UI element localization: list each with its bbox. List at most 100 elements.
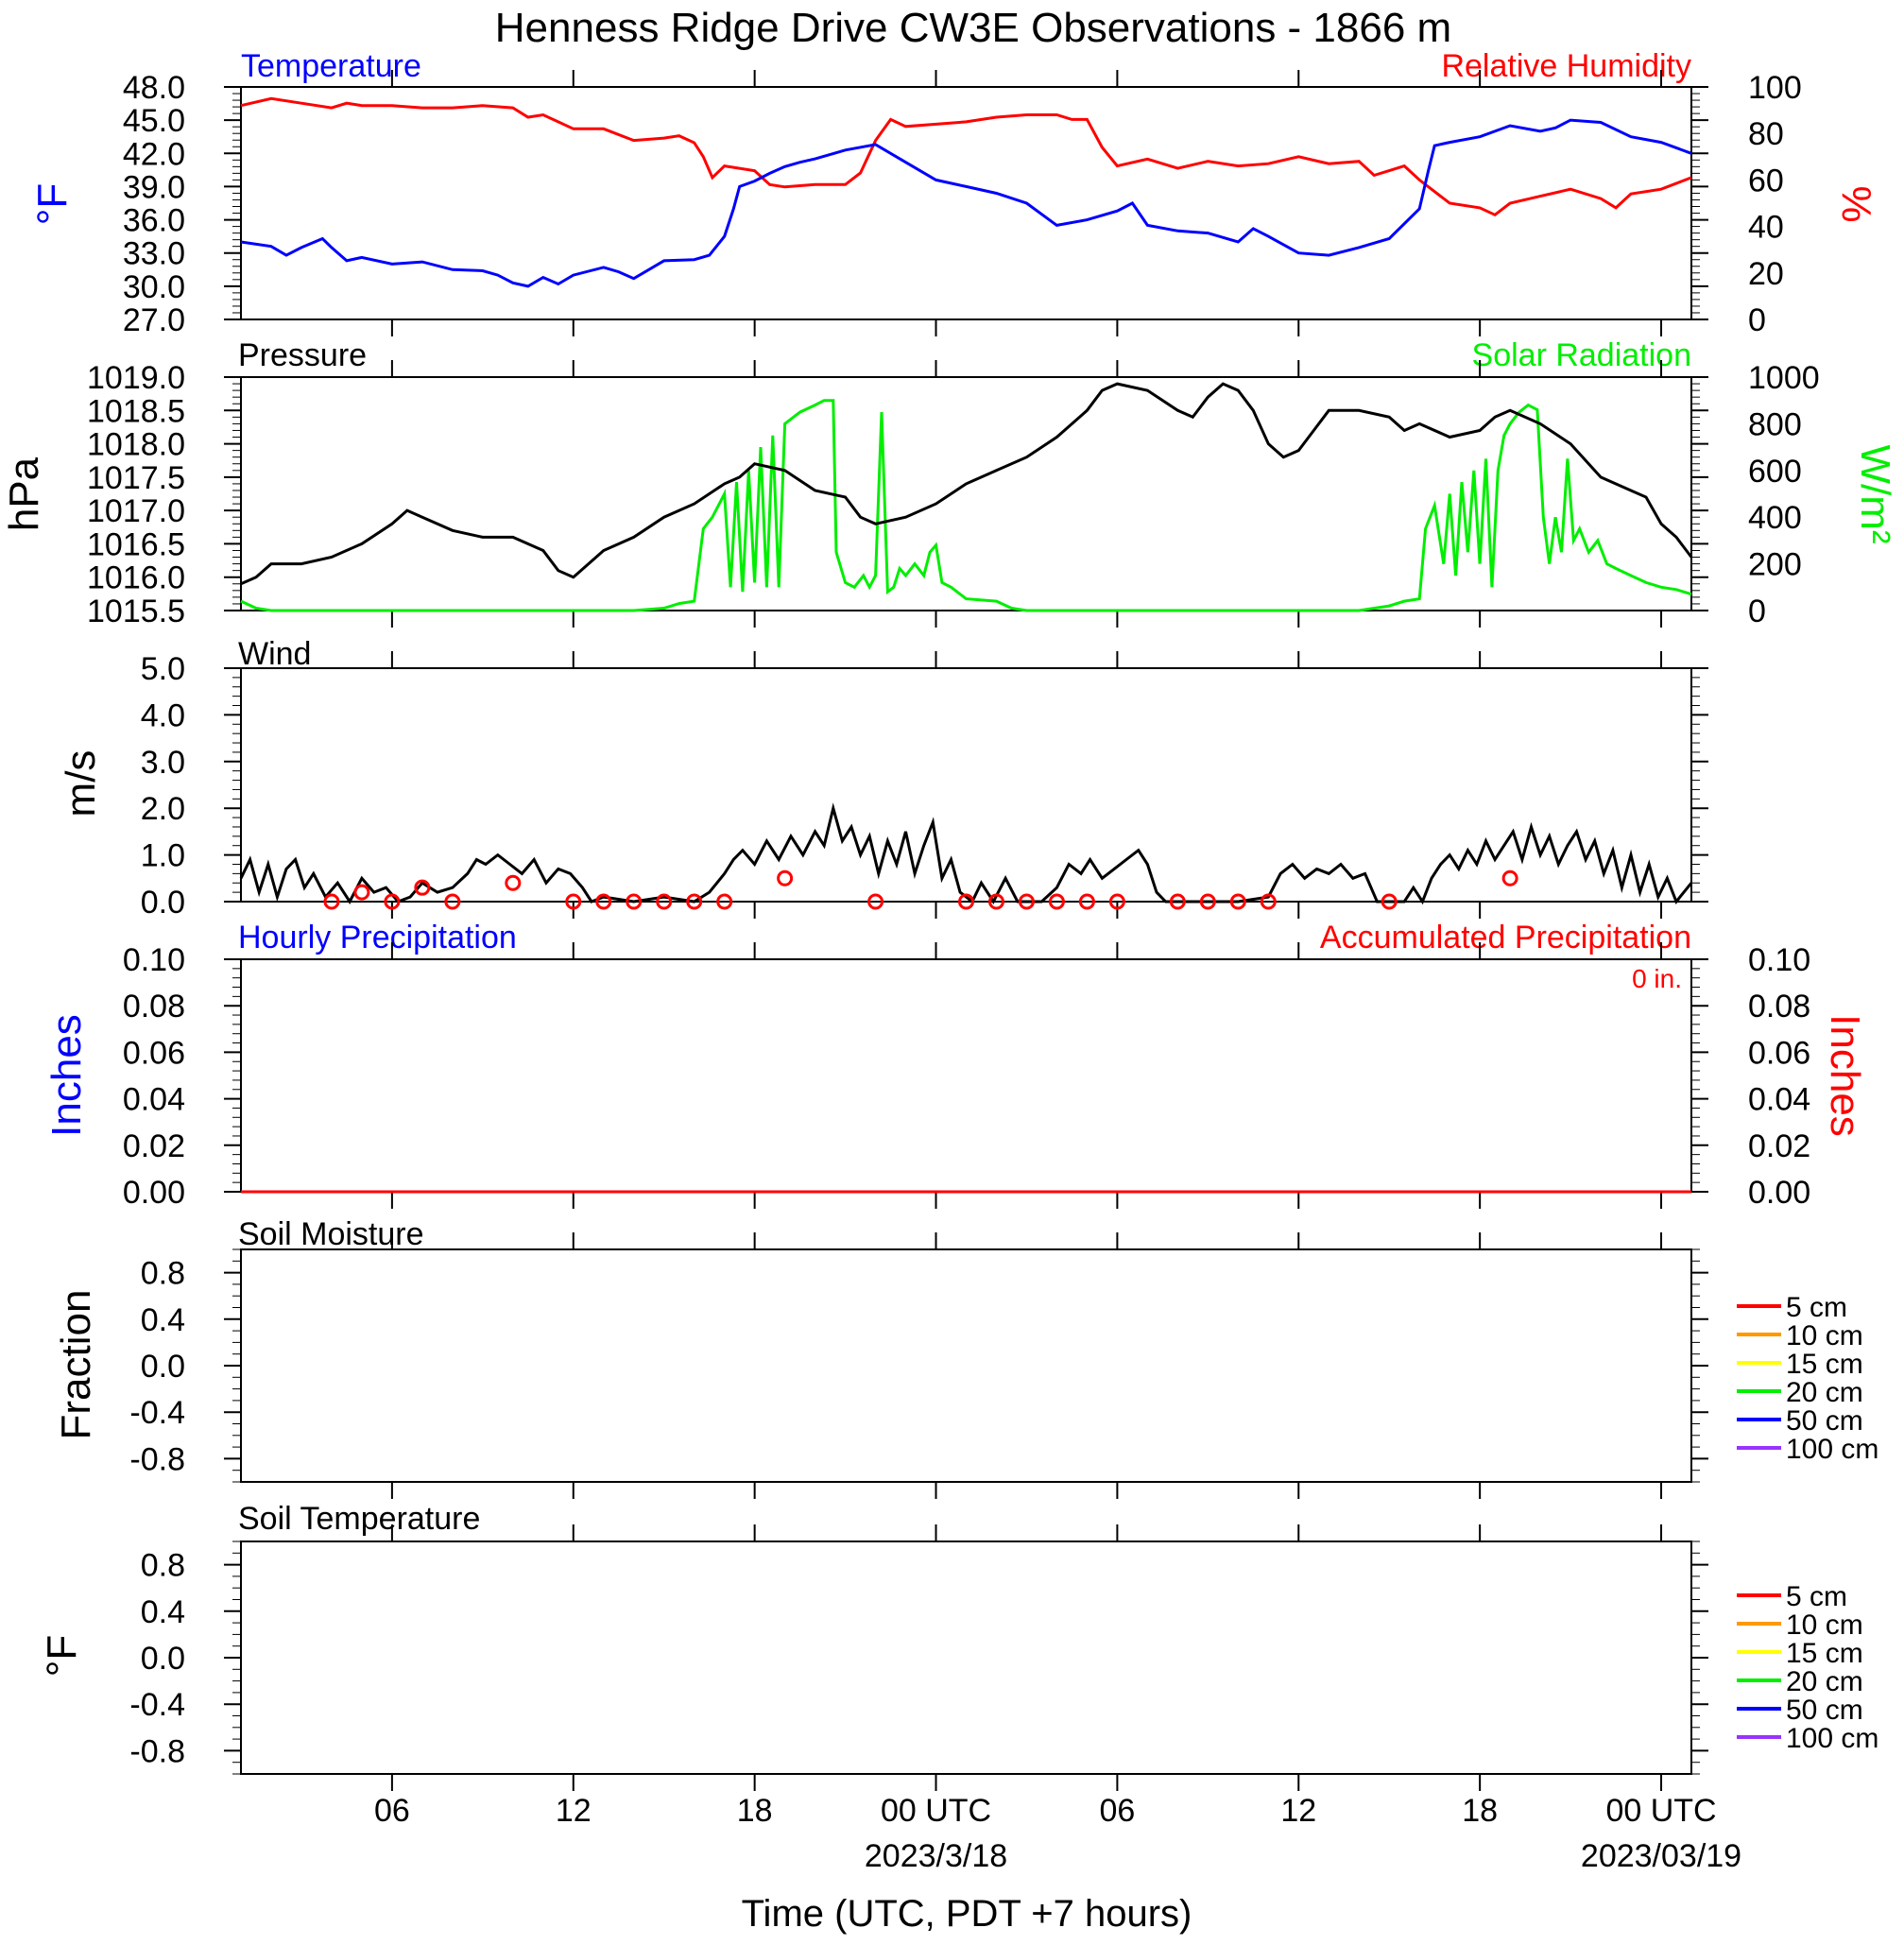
y-tick-label-soil_temp: 0.0 — [141, 1641, 185, 1677]
legend-label-15cm: 15 cm — [1786, 1638, 1863, 1669]
wind-calm-circle — [1260, 893, 1277, 910]
rh-line — [240, 96, 1692, 217]
y-tick-label-temp_rh: 33.0 — [123, 236, 185, 272]
y-tick-label-soil_moisture: -0.8 — [129, 1441, 185, 1477]
y-tick-label-precip: 0.10 — [123, 942, 185, 978]
y-tick-label-pressure_solar: 1015.5 — [87, 594, 185, 629]
precip-left-unit: Inches — [43, 1014, 90, 1137]
y2-tick-label-pressure_solar: 400 — [1748, 500, 1802, 536]
y-tick-label-wind: 5.0 — [141, 651, 185, 687]
y-tick-label-temp_rh: 36.0 — [123, 203, 185, 239]
pressure-title: Pressure — [238, 337, 367, 373]
y-tick-label-precip: 0.04 — [123, 1082, 185, 1118]
y-tick-label-pressure_solar: 1017.5 — [87, 460, 185, 496]
wind-calm-circle — [626, 893, 643, 910]
y-tick-label-pressure_solar: 1019.0 — [87, 360, 185, 396]
wind-calm-circle — [1018, 893, 1035, 910]
wind-calm-circle — [1169, 893, 1186, 910]
soil-temp-unit: °F — [39, 1635, 85, 1677]
y-tick-label-soil_temp: -0.8 — [129, 1733, 185, 1769]
y2-tick-label-pressure_solar: 200 — [1748, 547, 1802, 583]
x-tick-label: 18 — [1462, 1793, 1498, 1829]
wind-speed-line — [239, 802, 1693, 905]
wind-calm-circle — [686, 893, 703, 910]
y2-tick-label-temp_rh: 0 — [1748, 302, 1766, 338]
x-tick-label: 18 — [737, 1793, 773, 1829]
legend-label-20cm: 20 cm — [1786, 1666, 1863, 1697]
pressure-unit: hPa — [1, 456, 47, 531]
y2-tick-label-pressure_solar: 800 — [1748, 406, 1802, 442]
x-tick-label: 12 — [556, 1793, 592, 1829]
legend-label-100cm: 100 cm — [1786, 1723, 1878, 1754]
legend-label-5cm: 5 cm — [1786, 1581, 1847, 1612]
y-tick-label-temp_rh: 39.0 — [123, 169, 185, 205]
y2-tick-label-precip: 0.08 — [1748, 989, 1810, 1024]
x-axis-label: Time (UTC, PDT +7 hours) — [742, 1893, 1192, 1935]
legend-label-50cm: 50 cm — [1786, 1695, 1863, 1726]
precip-right-unit: Inches — [1822, 1014, 1868, 1137]
y-tick-label-soil_moisture: 0.0 — [141, 1349, 185, 1385]
y2-tick-label-temp_rh: 40 — [1748, 210, 1784, 246]
y-tick-label-temp_rh: 45.0 — [123, 103, 185, 139]
y2-tick-label-temp_rh: 80 — [1748, 116, 1784, 152]
x-tick-label: 12 — [1280, 1793, 1316, 1829]
wind-calm-circle — [505, 874, 522, 891]
wind-calm-circle — [595, 893, 612, 910]
y2-tick-label-precip: 0.00 — [1748, 1175, 1810, 1211]
wind-unit: m/s — [58, 750, 104, 818]
y-tick-label-precip: 0.08 — [123, 989, 185, 1024]
wind-calm-circle — [716, 893, 733, 910]
pressure-line — [240, 382, 1693, 586]
figure-title: Henness Ridge Drive CW3E Observations - … — [495, 5, 1451, 51]
wind-calm-circle — [414, 879, 431, 896]
accum-precip-total: 0 in. — [1632, 964, 1682, 993]
y2-tick-label-precip: 0.10 — [1748, 942, 1810, 978]
y-tick-label-soil_moisture: -0.4 — [129, 1395, 185, 1431]
wind-calm-circle — [1078, 893, 1095, 910]
accum-precip-title: Accumulated Precipitation — [1320, 920, 1691, 955]
y-tick-label-precip: 0.00 — [123, 1175, 185, 1211]
soil-moisture-title: Soil Moisture — [238, 1216, 424, 1252]
humidity-title: Relative Humidity — [1441, 48, 1691, 84]
y-tick-label-pressure_solar: 1018.0 — [87, 427, 185, 463]
y2-tick-label-precip: 0.06 — [1748, 1035, 1810, 1071]
y2-tick-label-temp_rh: 60 — [1748, 163, 1784, 198]
legend-label-5cm: 5 cm — [1786, 1292, 1847, 1323]
x-date-label: 2023/03/19 — [1581, 1838, 1741, 1874]
wind-calm-circle — [1048, 893, 1065, 910]
y-tick-label-temp_rh: 42.0 — [123, 136, 185, 172]
y-tick-label-temp_rh: 48.0 — [123, 70, 185, 106]
y2-tick-label-pressure_solar: 1000 — [1748, 360, 1820, 396]
y-tick-label-wind: 4.0 — [141, 697, 185, 733]
y2-tick-label-pressure_solar: 600 — [1748, 454, 1802, 490]
legend-label-100cm: 100 cm — [1786, 1434, 1878, 1465]
wind-calm-circle — [384, 893, 401, 910]
legend-label-10cm: 10 cm — [1786, 1609, 1863, 1641]
wind-calm-circle — [323, 893, 340, 910]
x-tick-label: 06 — [1099, 1793, 1135, 1829]
wind-calm-circle — [444, 893, 461, 910]
y-tick-label-wind: 0.0 — [141, 885, 185, 921]
x-tick-label: 06 — [374, 1793, 410, 1829]
wind-calm-circle — [1501, 869, 1518, 886]
wind-calm-circle — [958, 893, 974, 910]
solar-title: Solar Radiation — [1472, 337, 1691, 373]
y-tick-label-wind: 1.0 — [141, 838, 185, 874]
y-tick-label-soil_temp: 0.8 — [141, 1548, 185, 1584]
soil-temp-title: Soil Temperature — [238, 1501, 480, 1537]
y-tick-label-soil_temp: -0.4 — [129, 1687, 185, 1723]
y-tick-label-precip: 0.02 — [123, 1128, 185, 1164]
soil-moisture-unit: Fraction — [53, 1290, 99, 1440]
y-tick-label-soil_temp: 0.4 — [141, 1594, 185, 1630]
y-tick-label-soil_moisture: 0.8 — [141, 1256, 185, 1292]
wind-calm-circle — [1199, 893, 1216, 910]
y2-tick-label-temp_rh: 100 — [1748, 70, 1802, 106]
y-tick-label-pressure_solar: 1016.0 — [87, 560, 185, 596]
temperature-unit: °F — [29, 183, 76, 225]
legend-label-10cm: 10 cm — [1786, 1320, 1863, 1351]
y-tick-label-pressure_solar: 1018.5 — [87, 393, 185, 429]
x-tick-label: 00 UTC — [881, 1793, 991, 1829]
x-tick-label: 00 UTC — [1605, 1793, 1716, 1829]
